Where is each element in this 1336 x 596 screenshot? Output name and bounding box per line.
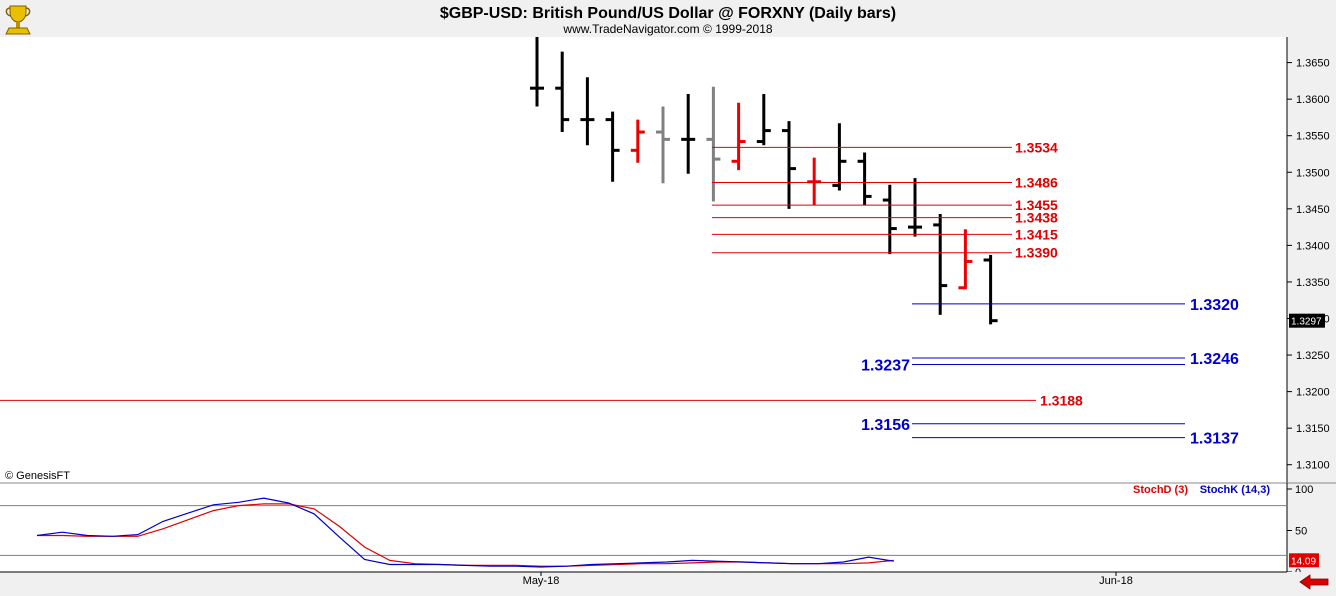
legend-stochk: StochK (14,3) [1200, 484, 1271, 496]
ohlc-bar [605, 111, 620, 182]
header-bar [0, 0, 1336, 37]
price-tick-label: 1.3450 [1296, 204, 1330, 216]
level-label: 1.3246 [1190, 351, 1239, 368]
level-label: 1.3415 [1015, 226, 1058, 242]
price-tick-label: 1.3200 [1296, 387, 1330, 399]
ohlc-bar [555, 51, 570, 133]
last-price-tag [1289, 313, 1325, 328]
level-label: 1.3137 [1190, 431, 1239, 448]
price-tick-label: 1.3600 [1296, 94, 1330, 106]
price-tick-label: 1.3400 [1296, 240, 1330, 252]
ohlc-bar [908, 178, 922, 237]
ohlc-bar [630, 119, 645, 163]
ohlc-bar [807, 157, 822, 206]
stoch-tick-label: 50 [1295, 526, 1307, 538]
price-pane [0, 37, 1287, 483]
ohlc-bar [580, 77, 595, 146]
ohlc-bar [681, 94, 696, 174]
watermark: © GenesisFT [5, 470, 70, 482]
ohlc-bar [882, 184, 897, 255]
ohlc-bar [756, 94, 771, 146]
price-tick-label: 1.3650 [1296, 58, 1330, 70]
ohlc-bar [857, 152, 872, 206]
x-axis-bar [0, 572, 1336, 591]
ohlc-bar [782, 121, 796, 209]
stoch-tick-label: 100 [1295, 484, 1313, 496]
level-label: 1.3156 [861, 417, 910, 434]
level-label: 1.3237 [861, 358, 910, 375]
level-label: 1.3438 [1015, 210, 1058, 226]
chart-subtitle: www.TradeNavigator.com © 1999-2018 [562, 22, 772, 36]
price-tick-label: 1.3250 [1296, 350, 1330, 362]
level-label: 1.3320 [1190, 297, 1239, 314]
level-label: 1.3534 [1015, 139, 1058, 155]
last-price-label: 1.3297 [1291, 317, 1322, 328]
level-label: 1.3486 [1015, 174, 1058, 190]
legend-stochd: StochD (3) [1133, 484, 1188, 496]
ohlc-bar [656, 106, 670, 184]
price-tick-label: 1.3150 [1296, 423, 1330, 435]
stochk-line [36, 497, 894, 568]
trophy-logo-icon [5, 5, 31, 35]
price-tick-label: 1.3500 [1296, 167, 1330, 179]
ohlc-bar [530, 37, 544, 107]
stoch-pane [0, 483, 1287, 572]
level-label: 1.3390 [1015, 245, 1058, 261]
stoch-value-tag [1289, 553, 1319, 568]
ohlc-bar [832, 123, 847, 191]
stoch-value-label: 14.09 [1291, 556, 1316, 567]
level-label: 1.3188 [1040, 392, 1083, 408]
x-tick-label: May-18 [523, 575, 560, 587]
price-tick-label: 1.3100 [1296, 460, 1330, 472]
price-tick-label: 1.3550 [1296, 131, 1330, 143]
x-tick-label: Jun-18 [1099, 575, 1133, 587]
level-label: 1.3455 [1015, 197, 1058, 213]
scroll-left-arrow-icon[interactable] [1299, 574, 1329, 590]
ohlc-bar [958, 229, 973, 290]
chart-title: $GBP-USD: British Pound/US Dollar @ FORX… [440, 5, 896, 22]
ohlc-bar [933, 213, 948, 315]
ohlc-bar [731, 102, 746, 171]
price-tick-label: 1.3350 [1296, 277, 1330, 289]
ohlc-bar [983, 254, 998, 325]
